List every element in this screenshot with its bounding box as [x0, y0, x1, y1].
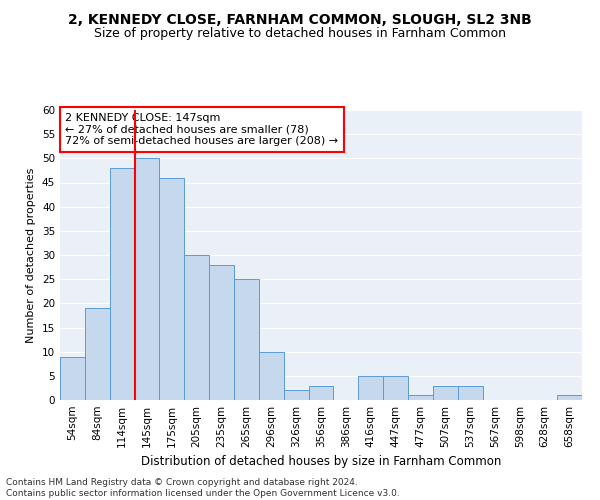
Bar — [234, 279, 259, 400]
Bar — [308, 386, 334, 400]
Text: 2 KENNEDY CLOSE: 147sqm
← 27% of detached houses are smaller (78)
72% of semi-de: 2 KENNEDY CLOSE: 147sqm ← 27% of detache… — [65, 113, 338, 146]
X-axis label: Distribution of detached houses by size in Farnham Common: Distribution of detached houses by size … — [141, 456, 501, 468]
Bar — [458, 386, 482, 400]
Bar — [209, 264, 234, 400]
Bar — [60, 356, 85, 400]
Bar — [110, 168, 134, 400]
Bar — [184, 255, 209, 400]
Bar — [284, 390, 308, 400]
Bar — [408, 395, 433, 400]
Text: Contains HM Land Registry data © Crown copyright and database right 2024.
Contai: Contains HM Land Registry data © Crown c… — [6, 478, 400, 498]
Bar — [134, 158, 160, 400]
Text: 2, KENNEDY CLOSE, FARNHAM COMMON, SLOUGH, SL2 3NB: 2, KENNEDY CLOSE, FARNHAM COMMON, SLOUGH… — [68, 12, 532, 26]
Bar — [557, 395, 582, 400]
Bar — [358, 376, 383, 400]
Bar — [85, 308, 110, 400]
Bar — [160, 178, 184, 400]
Text: Size of property relative to detached houses in Farnham Common: Size of property relative to detached ho… — [94, 28, 506, 40]
Y-axis label: Number of detached properties: Number of detached properties — [26, 168, 37, 342]
Bar — [259, 352, 284, 400]
Bar — [433, 386, 458, 400]
Bar — [383, 376, 408, 400]
